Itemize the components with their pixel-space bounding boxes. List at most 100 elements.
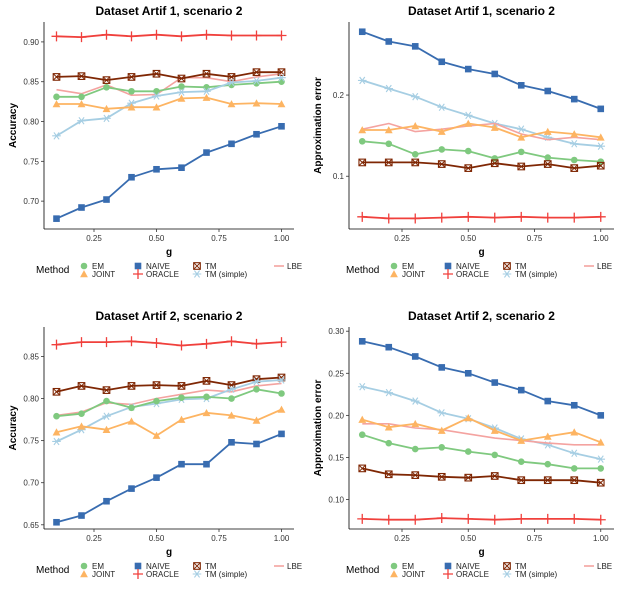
legend-key-symbol xyxy=(192,570,202,578)
y-tick-label: 0.2 xyxy=(333,91,345,100)
data-point xyxy=(489,212,500,223)
series-line xyxy=(362,161,601,170)
x-tick-label: 0.25 xyxy=(394,234,410,243)
data-point xyxy=(103,83,110,91)
data-point xyxy=(463,111,473,120)
legend-item-tms: TM (simple) xyxy=(502,270,558,279)
data-point xyxy=(544,154,552,161)
data-point xyxy=(597,465,605,472)
data-point xyxy=(203,393,210,401)
data-point xyxy=(464,414,473,422)
data-point xyxy=(127,103,136,111)
data-point xyxy=(251,30,262,41)
data-point xyxy=(569,212,580,223)
data-point xyxy=(596,455,606,463)
series-oracle xyxy=(51,29,287,43)
series-tms xyxy=(357,76,606,150)
series-line xyxy=(56,96,282,110)
x-axis-label: g xyxy=(478,547,484,558)
data-point xyxy=(77,116,86,125)
data-point xyxy=(102,104,111,113)
series-naive xyxy=(358,338,605,419)
legend-key-symbol xyxy=(443,569,453,579)
data-point xyxy=(596,478,605,487)
data-point xyxy=(276,30,287,41)
y-tick-label: 0.80 xyxy=(23,118,39,127)
data-point xyxy=(491,70,499,78)
y-tick-label: 0.75 xyxy=(23,157,39,166)
data-point xyxy=(544,87,552,95)
y-axis-label: Accuracy xyxy=(8,103,19,148)
series-joint xyxy=(358,119,605,141)
data-point xyxy=(464,473,473,482)
data-point xyxy=(253,385,260,393)
legend-key-symbol xyxy=(502,270,512,278)
data-point xyxy=(277,405,286,413)
chart-panel-1: Dataset Artif 1, scenario 2 0.70 0.75 0.80 0… xyxy=(8,4,302,279)
series-naive xyxy=(358,28,605,113)
legend-label: LBE xyxy=(287,262,302,271)
data-point xyxy=(277,73,286,82)
data-point xyxy=(53,518,60,526)
data-point xyxy=(358,431,366,439)
data-point xyxy=(102,76,111,84)
data-point xyxy=(228,140,235,148)
chart-panel-4: Dataset Artif 2, scenario 2 0.10 0.15 0.20 0… xyxy=(313,309,614,579)
y-tick-label: 0.15 xyxy=(328,453,344,462)
chart-panel-2: Dataset Artif 1, scenario 2 0.1 0.2 0.25 0.5… xyxy=(313,4,614,279)
legend-item-lbe: LBE xyxy=(274,262,302,271)
data-point xyxy=(517,386,525,394)
y-tick-label: 0.10 xyxy=(328,496,344,505)
legend-label: JOINT xyxy=(92,270,115,279)
data-point xyxy=(358,126,367,134)
data-point xyxy=(490,123,499,131)
data-point xyxy=(102,412,111,420)
data-point xyxy=(358,138,366,145)
data-point xyxy=(517,458,525,465)
legend-item-naive: NAIVE xyxy=(134,562,170,571)
data-point xyxy=(437,472,446,481)
legend-label: JOINT xyxy=(402,270,425,279)
data-point xyxy=(252,416,261,424)
legend-key-symbol xyxy=(193,562,201,570)
data-point xyxy=(437,426,446,434)
x-tick-label: 1.00 xyxy=(274,534,290,543)
data-point xyxy=(153,397,160,405)
data-point xyxy=(542,212,553,223)
legend-item-tm: TM xyxy=(503,262,527,271)
y-tick-label: 0.85 xyxy=(23,78,39,87)
legend-item-tm: TM xyxy=(193,262,217,271)
data-point xyxy=(178,394,185,402)
series-oracle xyxy=(357,211,606,224)
legend-label: EM xyxy=(92,562,104,571)
data-point xyxy=(358,464,367,473)
data-point xyxy=(227,100,236,108)
data-point xyxy=(76,32,87,43)
data-point xyxy=(127,73,136,81)
data-point xyxy=(78,204,85,211)
data-point xyxy=(78,512,85,519)
data-point xyxy=(253,440,260,448)
legend-label: LBE xyxy=(597,562,612,571)
data-point xyxy=(437,160,446,168)
y-tick-label: 0.90 xyxy=(23,38,39,47)
legend-label: LBE xyxy=(287,562,302,571)
series-naive xyxy=(53,430,285,526)
legend-item-em: EM xyxy=(390,262,414,271)
data-point xyxy=(252,77,261,85)
data-point xyxy=(490,159,499,168)
data-point xyxy=(490,426,499,434)
y-tick-label: 0.70 xyxy=(23,197,39,206)
series-oracle xyxy=(51,336,287,351)
data-point xyxy=(411,151,419,158)
data-point xyxy=(383,213,394,224)
x-tick-label: 0.50 xyxy=(460,534,476,543)
data-point xyxy=(228,395,235,402)
series-line xyxy=(362,140,601,163)
data-point xyxy=(358,158,367,167)
data-point xyxy=(227,78,236,87)
series-joint xyxy=(52,93,286,113)
data-point xyxy=(544,397,552,405)
data-point xyxy=(202,69,211,78)
